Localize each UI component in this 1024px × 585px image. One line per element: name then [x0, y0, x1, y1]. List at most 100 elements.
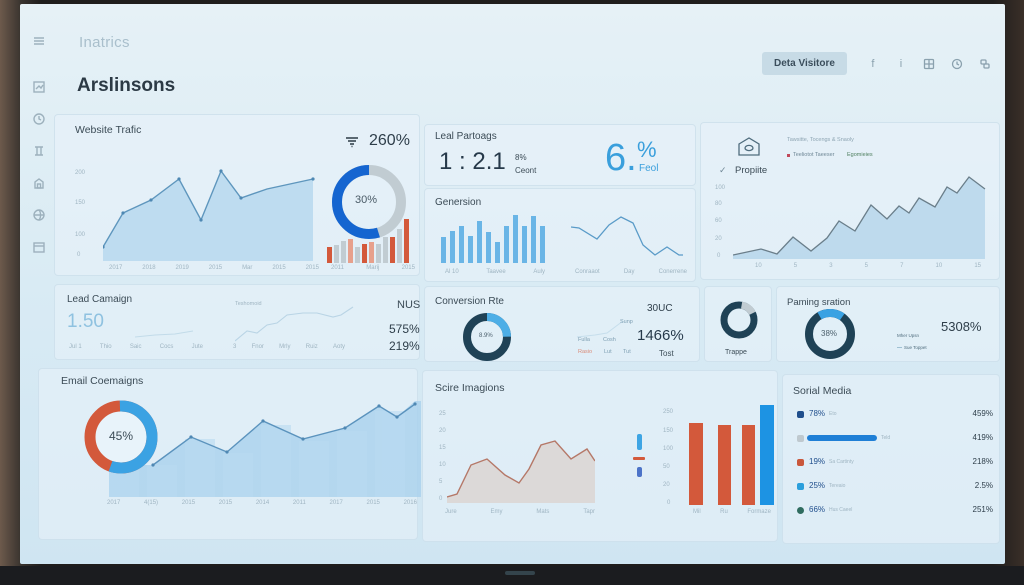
x-tick: 3 — [829, 263, 833, 269]
profile-card: ✓ Propiite Tawsitte, Tocengs & Snaoly Te… — [700, 122, 1000, 280]
row-label: Tereaio — [829, 483, 846, 489]
clock-icon[interactable] — [947, 54, 967, 74]
donut-center-label: 8.9% — [479, 333, 493, 339]
social-row[interactable]: 78% Eto 459% — [797, 409, 993, 421]
x-tick: Emy — [490, 509, 503, 515]
row-label: Teld — [881, 435, 891, 441]
x-tick: 2018 — [142, 265, 156, 271]
info-icon[interactable]: i — [899, 57, 903, 70]
chart-icon[interactable] — [30, 78, 48, 96]
lead-campaign-card: Lead Camaign 1.50 Jul 1 Thio Saic Cocs J… — [54, 284, 420, 360]
ratio-value: 1 : 2.1 — [439, 148, 506, 175]
grid-icon[interactable] — [919, 54, 939, 74]
globe-icon[interactable] — [30, 206, 48, 224]
card-title: Leal Partoags — [435, 131, 497, 142]
x-tick: 2015 — [272, 265, 286, 271]
data-visitors-button[interactable]: Deta Visitore — [762, 52, 847, 75]
legend-marker — [897, 347, 902, 348]
legend-dot — [797, 435, 804, 442]
donut-center-label: 30% — [355, 194, 378, 206]
home-icon[interactable] — [30, 174, 48, 192]
legend-item: Teeliotot Taeeser — [793, 152, 835, 158]
profile-area-chart — [733, 176, 986, 259]
legend-item: Egomieies — [847, 152, 873, 158]
filter-icon[interactable] — [345, 135, 359, 148]
social-row[interactable]: 19% Sa Cartinty 218% — [797, 457, 993, 469]
x-tick: Auly — [533, 269, 545, 275]
x-tick: 2015 — [366, 500, 380, 506]
lead-spark-flat — [135, 330, 194, 338]
lead-value: 1.50 — [67, 311, 104, 332]
x-tick: Mar — [242, 265, 253, 271]
social-media-card: Sorial Media 78% Eto 459% Teld 419% 19% … — [782, 374, 1000, 544]
scire-area-chart — [447, 440, 595, 503]
card-title: Email Coemaigns — [61, 375, 144, 387]
x-tick: 10 — [935, 263, 943, 269]
x-tick: 15 — [974, 263, 981, 269]
x-tick: Tapr — [583, 509, 595, 515]
y-tick: 50 — [663, 464, 670, 470]
row-label: Eto — [829, 411, 837, 417]
x-tick: Ru — [720, 509, 728, 515]
y-tick: 200 — [75, 170, 86, 176]
x-tick: 3 — [233, 344, 237, 350]
camera-icon[interactable] — [737, 137, 761, 162]
email-x-axis: 2017 4(15) 2015 2015 2014 2011 2017 2015… — [107, 500, 417, 506]
y-tick: 100 — [715, 185, 726, 191]
y-tick: 25 — [439, 411, 446, 417]
pairing-stat: 5308% — [941, 319, 982, 334]
progress-bar — [807, 435, 877, 441]
calendar-icon[interactable] — [30, 142, 48, 160]
timer-icon[interactable] — [30, 110, 48, 128]
y-tick: 0 — [77, 252, 81, 258]
x-tick: 2017 — [329, 500, 343, 506]
donut-center-label: 45% — [109, 429, 134, 443]
row-pct: 66% — [809, 505, 826, 514]
row-pct: 78% — [809, 409, 826, 418]
row-pct: 25% — [809, 481, 826, 490]
x-tick: Conerrene — [658, 269, 687, 275]
conversion-stat-sub: Tost — [659, 349, 674, 358]
row-value: 2.5% — [974, 481, 993, 490]
legend-marker — [787, 154, 790, 157]
pairing-card: Paming sration 38% Mher Upsn Sue Toppet … — [776, 286, 1000, 362]
legend-dot — [797, 459, 804, 466]
x-tick: 4(15) — [144, 500, 159, 506]
link-icon[interactable] — [975, 54, 995, 74]
trappe-label: Trappe — [725, 349, 747, 356]
y-tick: 10 — [439, 462, 446, 468]
folder-icon[interactable] — [30, 238, 48, 256]
generation-line-chart — [571, 216, 683, 256]
y-tick: 100 — [75, 232, 86, 238]
trappe-card: Trappe — [704, 286, 772, 362]
x-tick: 7 — [900, 263, 904, 269]
social-row[interactable]: Teld 419% — [797, 433, 993, 445]
y-tick: 5 — [439, 479, 443, 485]
card-title: Genersion — [435, 197, 482, 208]
social-row[interactable]: 25% Tereaio 2.5% — [797, 481, 993, 493]
sidebar — [20, 4, 58, 564]
big-stat-sub: Feol — [639, 163, 659, 174]
x-tick: 2015 — [181, 500, 196, 506]
legend-dot — [797, 483, 804, 490]
legend-item: Rasio — [578, 349, 593, 355]
x-tick: Saic — [129, 344, 142, 350]
x-tick: Marij — [366, 265, 380, 271]
big-stat-pct: % — [637, 137, 657, 162]
row-value: 459% — [972, 409, 993, 418]
legend-item: Lut — [604, 349, 612, 355]
x-tick: 10 — [755, 263, 762, 269]
x-tick: 5 — [864, 263, 868, 269]
facebook-icon[interactable]: f — [871, 57, 875, 70]
dashboard-screen: Inatrics Arslinsons Deta Visitore f i We… — [20, 4, 1005, 564]
conversion-mini-line — [576, 320, 624, 338]
menu-icon[interactable] — [30, 32, 48, 50]
social-row[interactable]: 66% Hus Caeel 251% — [797, 505, 993, 517]
row-label: Sa Cartinty — [829, 459, 854, 465]
monitor-brand-mark — [505, 571, 535, 575]
profile-x-axis: 10 5 3 5 7 10 15 — [755, 263, 981, 269]
generation-bar-x-axis: Al 10 Taavee Auly — [445, 269, 545, 275]
scire-bar-x-axis: Mil Ru Formaze — [693, 509, 771, 515]
y-tick: 20 — [439, 428, 446, 434]
lead-partoags-card: Leal Partoags 1 : 2.1 8% Ceont 6. % Feol — [424, 124, 696, 186]
